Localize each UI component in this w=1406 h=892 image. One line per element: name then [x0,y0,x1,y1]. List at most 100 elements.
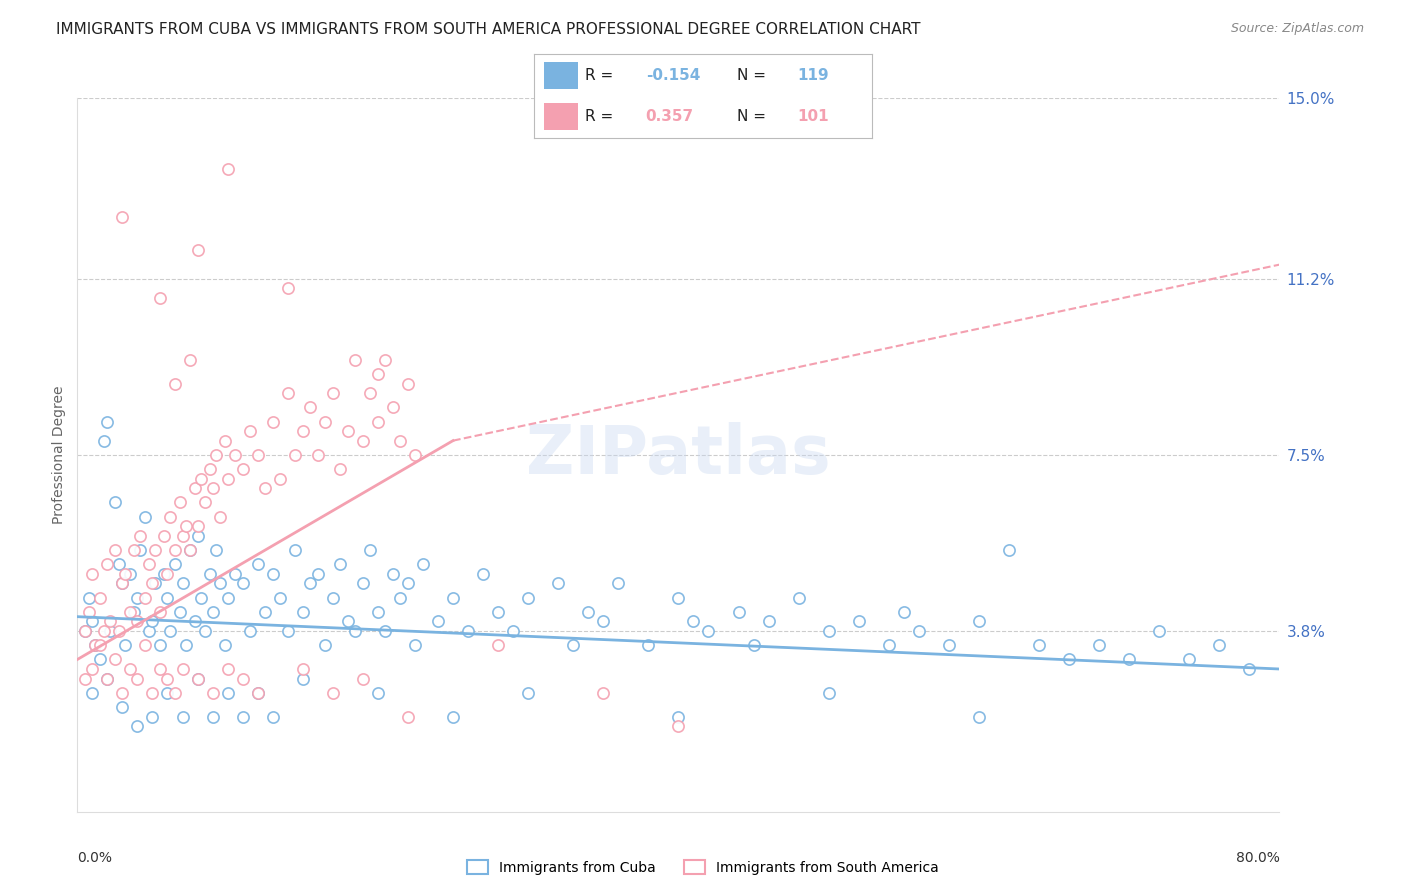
Point [96,672,118,686]
Point [254,605,277,619]
Text: 101: 101 [797,109,830,124]
Point [127,672,149,686]
Point [163,376,186,391]
Point [787,591,810,605]
Point [592,686,614,700]
Point [82,566,104,581]
Point [254,481,277,495]
Point [938,638,960,652]
Point [381,401,404,415]
Point [129,543,152,558]
Point [742,638,765,652]
Point [344,624,367,638]
Point [89,638,111,652]
Point [127,719,149,733]
Point [336,424,359,438]
Point [108,624,131,638]
Point [284,448,307,462]
Point [359,543,381,558]
Point [427,615,450,629]
Point [111,686,134,700]
Point [396,576,419,591]
Point [381,566,404,581]
Point [187,244,209,258]
Point [174,638,197,652]
Point [82,615,104,629]
Point [262,709,284,723]
Text: IMMIGRANTS FROM CUBA VS IMMIGRANTS FROM SOUTH AMERICA PROFESSIONAL DEGREE CORREL: IMMIGRANTS FROM CUBA VS IMMIGRANTS FROM … [56,22,921,37]
Point [111,700,134,714]
Text: 0.0%: 0.0% [77,851,112,865]
Point [84,638,107,652]
Point [291,662,314,676]
Point [239,624,262,638]
Point [172,529,194,543]
Point [396,376,419,391]
Point [108,558,131,572]
Point [517,591,540,605]
Point [404,638,426,652]
Point [1149,624,1171,638]
Point [141,686,163,700]
Point [232,672,254,686]
Point [163,543,186,558]
Point [104,652,127,666]
Point [187,672,209,686]
Point [198,462,221,476]
Point [159,624,181,638]
Point [201,709,224,723]
Point [153,529,176,543]
Point [277,386,299,401]
Point [893,605,915,619]
Point [93,624,115,638]
Point [124,543,146,558]
Point [111,576,134,591]
Point [156,566,179,581]
Legend: Immigrants from Cuba, Immigrants from South America: Immigrants from Cuba, Immigrants from So… [461,855,945,880]
Point [322,686,344,700]
Point [111,576,134,591]
Y-axis label: Professional Degree: Professional Degree [52,385,66,524]
Point [967,709,990,723]
Point [472,566,495,581]
Point [374,624,396,638]
Point [232,462,254,476]
Point [217,662,239,676]
Point [682,615,704,629]
Point [352,672,374,686]
Bar [544,103,578,130]
Point [502,624,524,638]
Point [111,210,134,224]
Point [374,352,396,367]
Point [232,576,254,591]
Point [201,481,224,495]
Point [114,638,136,652]
Point [547,576,569,591]
Point [79,605,101,619]
Point [727,605,749,619]
Point [73,624,96,638]
Point [96,558,118,572]
Point [118,605,141,619]
Point [224,566,246,581]
Point [367,605,389,619]
Point [73,624,96,638]
Point [149,605,172,619]
Point [817,624,839,638]
Point [307,566,329,581]
Point [89,652,111,666]
Point [457,624,479,638]
Point [183,615,205,629]
Point [299,401,322,415]
Point [1239,662,1261,676]
Point [246,686,269,700]
Point [637,638,659,652]
Point [118,662,141,676]
Point [145,576,167,591]
Point [172,576,194,591]
Point [848,615,870,629]
Point [1028,638,1050,652]
Point [1178,652,1201,666]
Point [183,481,205,495]
Point [246,686,269,700]
